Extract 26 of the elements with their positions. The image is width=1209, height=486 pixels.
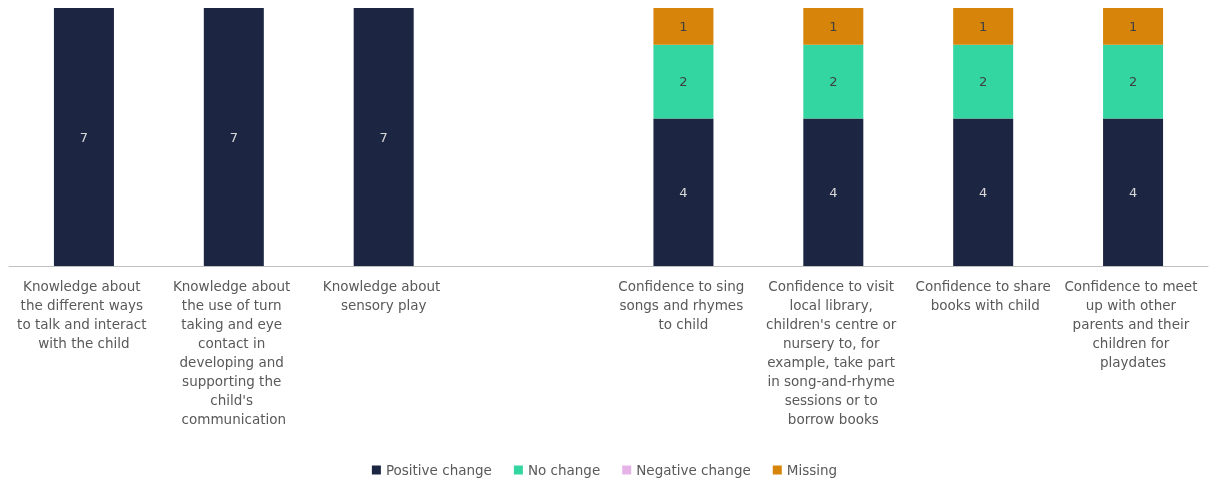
x-tick-label: Knowledge about the use of turn taking and eye contact in developing and supporting the child's communication	[172, 277, 295, 427]
x-tick-label: Confidence to visit local library, children's centre or nursery to, for example, take part in song-and-rhyme sessions or to borrow books	[765, 277, 901, 427]
data-label: 7	[379, 129, 388, 145]
legend-label: Positive change	[385, 462, 492, 478]
legend-label: Missing	[786, 462, 838, 478]
data-label: 4	[1128, 184, 1138, 200]
data-label: 2	[1128, 74, 1138, 90]
legend-label: No change	[527, 462, 601, 478]
x-tick-label: Knowledge about the different ways to talk and interact with the child	[17, 277, 151, 351]
data-label: 2	[679, 74, 688, 90]
legend-label: Negative change	[636, 462, 751, 478]
data-label: 2	[979, 74, 988, 90]
data-label: 1	[679, 18, 688, 34]
data-label: 7	[229, 129, 238, 145]
data-label: 4	[979, 184, 988, 200]
data-label: 1	[979, 18, 988, 34]
x-tick-label: Confidence to meet up with other parents and their children for playdates	[1064, 277, 1202, 370]
data-label: 1	[1128, 18, 1138, 34]
x-tick-label: Confidence to sing songs and rhymes to child	[618, 277, 749, 332]
data-label: 2	[829, 74, 838, 90]
data-label: 1	[829, 18, 838, 34]
x-tick-label: Confidence to share books with child	[915, 277, 1051, 313]
data-label: 4	[829, 184, 838, 200]
data-label: 7	[79, 129, 89, 145]
x-tick-label: Knowledge about sensory play	[322, 277, 445, 313]
data-label: 4	[679, 184, 688, 200]
